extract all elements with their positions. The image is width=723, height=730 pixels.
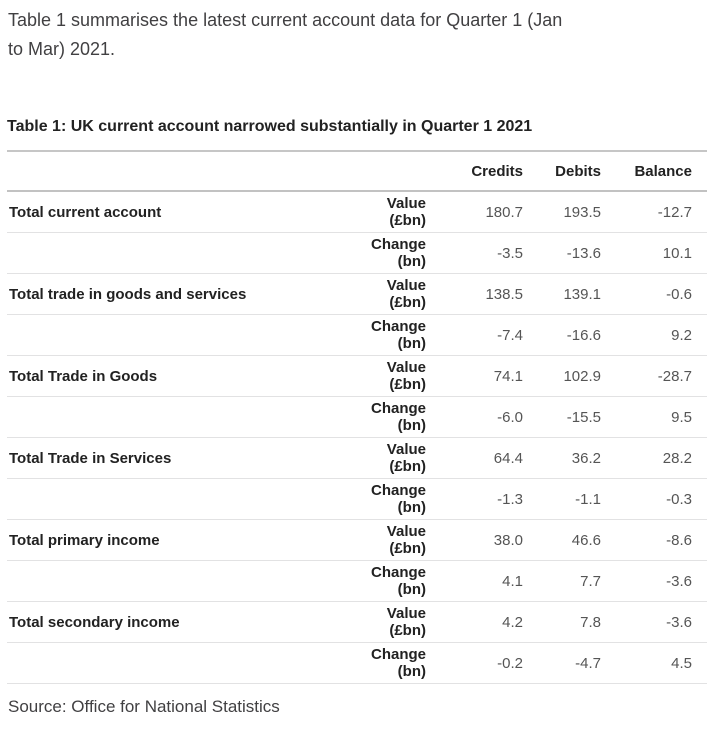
metric-label: Change (bn)	[347, 396, 441, 438]
header-spacer	[347, 150, 441, 192]
table-row: Change (bn) 4.1 7.7 -3.6	[7, 560, 707, 602]
data-cell: 4.2	[441, 601, 538, 643]
data-cell: -13.6	[538, 232, 616, 274]
data-cell: -7.4	[441, 314, 538, 356]
data-cell: -3.6	[616, 560, 707, 602]
current-account-table: Credits Debits Balance Total current acc…	[7, 150, 707, 684]
data-cell: 4.5	[616, 642, 707, 684]
column-header-credits: Credits	[441, 150, 538, 192]
data-cell: -4.7	[538, 642, 616, 684]
data-cell: 180.7	[441, 191, 538, 233]
table-row: Total primary income Value (£bn) 38.0 46…	[7, 519, 707, 561]
table-row: Total current account Value (£bn) 180.7 …	[7, 191, 707, 233]
metric-label: Change (bn)	[347, 642, 441, 684]
table-row: Change (bn) -7.4 -16.6 9.2	[7, 314, 707, 356]
table-row: Total trade in goods and services Value …	[7, 273, 707, 315]
data-cell: -0.3	[616, 478, 707, 520]
data-cell: 38.0	[441, 519, 538, 561]
row-label: Total current account	[7, 191, 347, 233]
row-label: Total primary income	[7, 519, 347, 561]
data-cell: -16.6	[538, 314, 616, 356]
data-cell: -15.5	[538, 396, 616, 438]
source-text: Source: Office for National Statistics	[8, 697, 280, 716]
data-cell: 7.8	[538, 601, 616, 643]
data-cell: 9.2	[616, 314, 707, 356]
data-cell: 9.5	[616, 396, 707, 438]
column-header-balance: Balance	[616, 150, 707, 192]
metric-label: Change (bn)	[347, 560, 441, 602]
data-cell: 7.7	[538, 560, 616, 602]
metric-label: Value (£bn)	[347, 601, 441, 643]
table-header: Credits Debits Balance	[7, 150, 707, 192]
data-cell: -0.2	[441, 642, 538, 684]
metric-label: Value (£bn)	[347, 191, 441, 233]
row-label	[7, 396, 347, 438]
row-label: Total secondary income	[7, 601, 347, 643]
metric-label: Change (bn)	[347, 232, 441, 274]
data-cell: 46.6	[538, 519, 616, 561]
data-cell: -0.6	[616, 273, 707, 315]
data-cell: -8.6	[616, 519, 707, 561]
data-cell: 138.5	[441, 273, 538, 315]
row-label	[7, 314, 347, 356]
metric-label: Value (£bn)	[347, 355, 441, 397]
metric-label: Value (£bn)	[347, 273, 441, 315]
data-cell: 193.5	[538, 191, 616, 233]
data-cell: -1.3	[441, 478, 538, 520]
table-title: Table 1: UK current account narrowed sub…	[7, 118, 533, 135]
table-row: Total secondary income Value (£bn) 4.2 7…	[7, 601, 707, 643]
table-row: Change (bn) -3.5 -13.6 10.1	[7, 232, 707, 274]
data-cell: -3.5	[441, 232, 538, 274]
data-cell: 64.4	[441, 437, 538, 479]
metric-label: Change (bn)	[347, 314, 441, 356]
table-row: Change (bn) -0.2 -4.7 4.5	[7, 642, 707, 684]
row-label: Total trade in goods and services	[7, 273, 347, 315]
data-cell: 10.1	[616, 232, 707, 274]
data-cell: -1.1	[538, 478, 616, 520]
table-row: Total Trade in Services Value (£bn) 64.4…	[7, 437, 707, 479]
data-cell: 139.1	[538, 273, 616, 315]
table-row: Total Trade in Goods Value (£bn) 74.1 10…	[7, 355, 707, 397]
data-cell: 36.2	[538, 437, 616, 479]
data-cell: 28.2	[616, 437, 707, 479]
row-label	[7, 560, 347, 602]
data-cell: -12.7	[616, 191, 707, 233]
intro-paragraph: Table 1 summarises the latest current ac…	[8, 10, 563, 59]
metric-label: Value (£bn)	[347, 437, 441, 479]
data-cell: 4.1	[441, 560, 538, 602]
metric-label: Value (£bn)	[347, 519, 441, 561]
data-cell: 102.9	[538, 355, 616, 397]
data-cell: -3.6	[616, 601, 707, 643]
data-cell: -28.7	[616, 355, 707, 397]
table-row: Change (bn) -6.0 -15.5 9.5	[7, 396, 707, 438]
row-label	[7, 642, 347, 684]
header-spacer	[7, 150, 347, 192]
column-header-debits: Debits	[538, 150, 616, 192]
table-row: Change (bn) -1.3 -1.1 -0.3	[7, 478, 707, 520]
row-label	[7, 232, 347, 274]
data-cell: -6.0	[441, 396, 538, 438]
metric-label: Change (bn)	[347, 478, 441, 520]
row-label: Total Trade in Goods	[7, 355, 347, 397]
header-row: Credits Debits Balance	[7, 150, 707, 192]
row-label: Total Trade in Services	[7, 437, 347, 479]
data-cell: 74.1	[441, 355, 538, 397]
row-label	[7, 478, 347, 520]
